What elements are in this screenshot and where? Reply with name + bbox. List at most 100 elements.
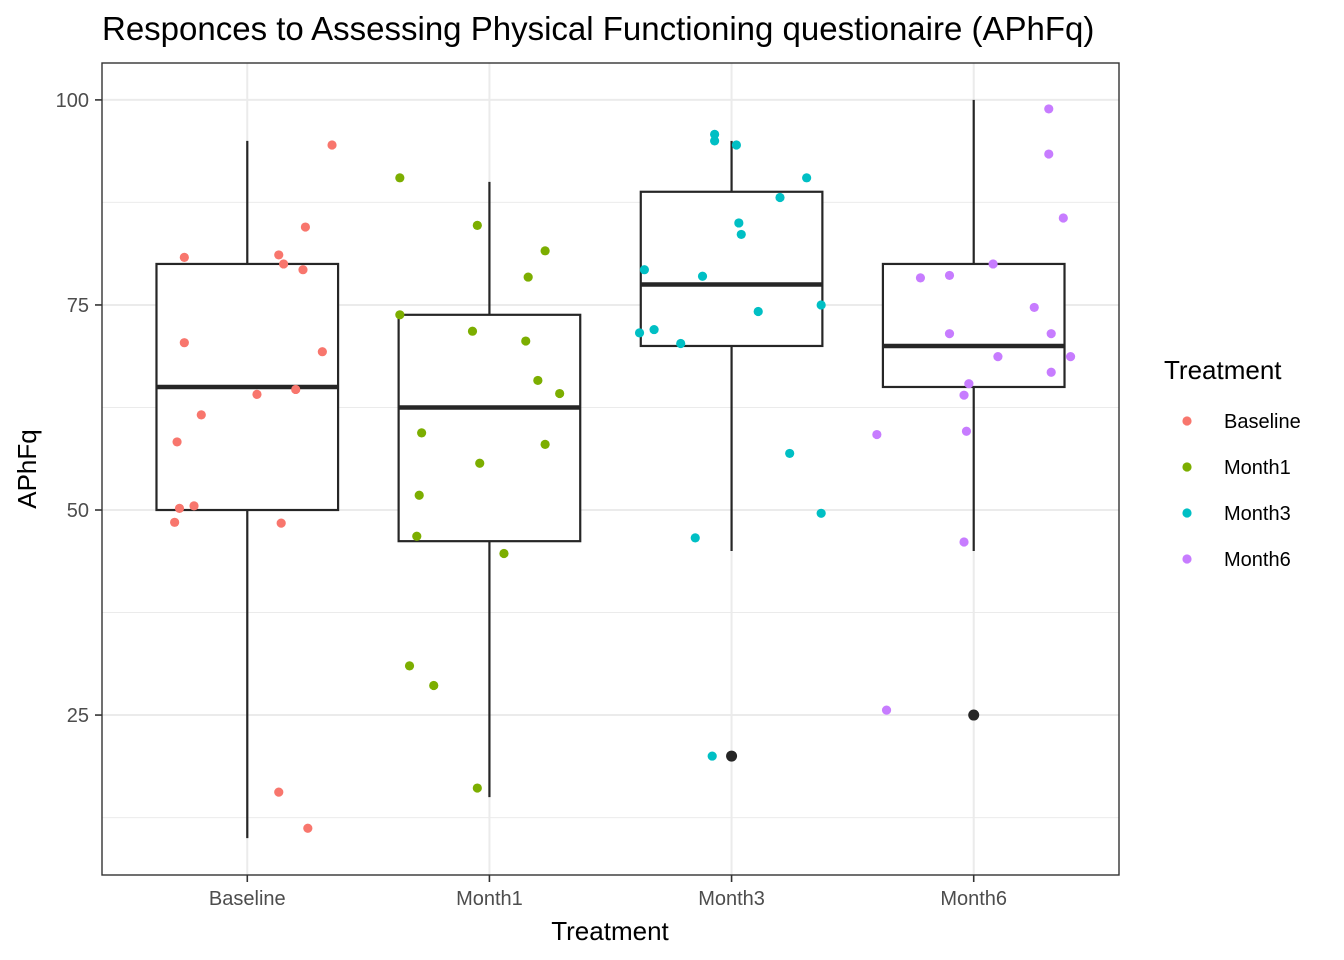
data-point [404,661,415,671]
legend-key [1182,554,1192,564]
data-point [472,783,482,793]
legend-label: Baseline [1224,411,1301,433]
data-point [802,173,812,183]
data-point [1058,213,1068,223]
data-point [1065,352,1076,362]
data-point [540,246,550,256]
data-point [690,533,700,543]
legend-item-month6: Month6 [1182,549,1291,571]
data-point [412,531,422,541]
data-point [174,503,185,513]
points-month1 [395,173,565,793]
data-point [697,271,708,281]
data-point [291,384,301,395]
data-point [816,300,826,310]
data-point [639,265,650,275]
data-point [1044,104,1054,114]
legend-label: Month1 [1224,457,1291,479]
data-point [499,548,509,559]
data-point [533,375,543,386]
legend: Treatment Baseline Month1 Month3 Month6 [1164,355,1301,571]
data-point [170,517,180,527]
data-point [676,338,686,349]
data-point [944,270,955,281]
data-point [1046,367,1056,377]
legend-key [1182,416,1192,426]
y-tick-label: 50 [67,500,89,522]
legend-item-month3: Month3 [1182,503,1291,525]
x-axis-title: Treatment [551,916,669,946]
outlier-point [968,709,980,721]
data-point [710,136,720,146]
x-tick-label: Month3 [698,888,765,910]
y-tick-label: 75 [67,295,89,317]
data-point [467,326,478,336]
data-point [785,448,795,459]
data-point [872,429,882,440]
data-point [1046,329,1056,339]
data-point [649,324,659,335]
data-point [189,501,199,511]
data-point [540,439,550,449]
data-point [276,518,286,528]
data-point [274,787,284,797]
chart-title: Responces to Assessing Physical Function… [102,10,1094,47]
data-point [816,508,826,518]
data-point [964,379,974,389]
data-point [172,437,182,447]
boxplot-month6 [881,99,1066,721]
box-iqr [639,190,824,348]
outlier-point [726,750,738,762]
data-point [736,229,746,240]
data-point [944,329,955,339]
data-point [555,388,565,399]
legend-title: Treatment [1164,355,1282,385]
legend-key [1182,508,1192,518]
data-point [300,222,310,232]
data-point [523,272,533,282]
legend-label: Month6 [1224,549,1291,571]
data-point [707,751,717,761]
box-iqr [397,313,582,543]
boxplot-month3 [639,140,824,762]
data-point [395,310,405,320]
data-point [710,129,720,139]
points-month6 [872,104,1076,715]
boxplot-month1 [397,181,582,798]
data-point [179,252,189,262]
data-point [959,537,969,547]
data-point [252,389,262,399]
data-point [753,306,763,317]
data-point [1029,302,1039,313]
data-point [327,140,337,150]
data-point [521,336,531,346]
y-tick-label: 25 [67,705,89,727]
y-axis-title: APhFq [12,429,42,509]
legend-key [1182,462,1192,472]
data-point [429,680,439,691]
data-point [303,823,313,833]
data-point [993,352,1003,362]
data-point [915,273,926,283]
data-point [731,140,742,150]
data-point [196,410,206,420]
legend-item-month1: Month1 [1182,457,1291,479]
data-point [279,259,289,269]
data-point [988,259,998,269]
data-point [274,250,284,260]
data-point [472,220,482,230]
data-point [734,218,744,228]
data-point [959,390,969,400]
panel-border [101,62,1120,876]
y-tick-label: 100 [56,90,89,112]
x-tick-label: Month1 [456,888,523,910]
points-baseline [170,140,337,833]
x-tick-label: Month6 [940,888,1007,910]
data-point [775,192,785,203]
box-iqr [881,262,1066,389]
boxplot-baseline [155,140,340,839]
data-point [634,328,645,338]
data-point [414,490,424,500]
x-tick-label: Baseline [209,888,286,910]
